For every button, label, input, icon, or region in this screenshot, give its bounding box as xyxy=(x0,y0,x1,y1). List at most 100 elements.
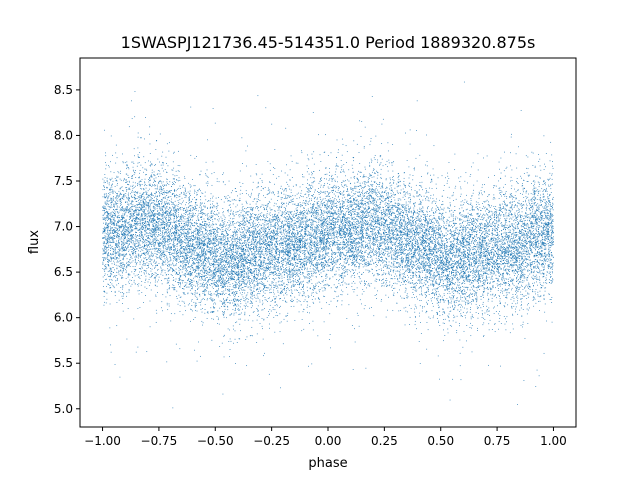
data-point xyxy=(224,230,226,231)
data-point xyxy=(232,231,234,233)
data-point xyxy=(386,160,388,162)
data-point xyxy=(109,220,111,222)
data-point xyxy=(549,215,551,217)
data-point xyxy=(206,223,208,225)
data-point xyxy=(212,250,214,252)
data-point xyxy=(354,211,355,213)
data-point xyxy=(449,325,451,326)
data-point xyxy=(380,245,381,246)
data-point xyxy=(417,298,418,300)
data-point xyxy=(334,232,336,233)
data-point xyxy=(132,181,134,183)
data-point xyxy=(325,205,327,207)
data-point xyxy=(505,248,506,250)
data-point xyxy=(492,285,494,287)
data-point xyxy=(433,274,435,276)
data-point xyxy=(436,248,438,250)
data-point xyxy=(127,184,129,185)
data-point xyxy=(207,260,209,262)
data-point xyxy=(277,221,279,223)
data-point xyxy=(347,194,348,196)
data-point xyxy=(413,168,415,170)
data-point xyxy=(543,242,544,244)
data-point xyxy=(261,227,263,229)
data-point xyxy=(155,224,157,226)
data-point xyxy=(499,263,501,265)
data-point xyxy=(515,286,516,288)
data-point xyxy=(276,254,278,256)
data-point xyxy=(448,246,450,247)
data-point xyxy=(538,236,539,237)
data-point xyxy=(169,232,170,234)
data-point xyxy=(471,232,473,234)
data-point xyxy=(128,195,129,197)
data-point xyxy=(546,187,547,189)
data-point xyxy=(354,218,356,220)
data-point xyxy=(310,198,312,200)
data-point xyxy=(197,214,199,216)
data-point xyxy=(531,276,533,278)
data-point xyxy=(537,189,539,191)
data-point xyxy=(440,301,441,303)
data-point xyxy=(481,232,483,234)
data-point xyxy=(197,233,199,235)
data-point xyxy=(429,239,431,240)
data-point xyxy=(370,249,372,251)
data-point xyxy=(243,260,244,262)
data-point xyxy=(123,232,124,234)
data-point xyxy=(134,217,136,219)
data-point xyxy=(514,275,515,277)
data-point xyxy=(301,330,303,332)
data-point xyxy=(192,269,194,271)
data-point xyxy=(526,203,527,205)
data-point xyxy=(461,216,463,218)
data-point xyxy=(222,233,224,235)
data-point xyxy=(318,229,320,231)
data-point xyxy=(315,237,317,239)
data-point xyxy=(480,222,482,224)
data-point xyxy=(246,220,248,222)
data-point xyxy=(111,227,113,229)
data-point xyxy=(399,258,401,259)
data-point xyxy=(453,220,455,221)
data-point xyxy=(408,233,410,235)
data-point xyxy=(306,273,308,275)
data-point xyxy=(347,195,348,197)
data-point xyxy=(153,238,155,240)
data-point xyxy=(401,251,403,253)
data-point xyxy=(357,261,358,263)
data-point xyxy=(529,205,531,206)
data-point xyxy=(464,253,465,255)
data-point xyxy=(308,234,310,236)
data-point xyxy=(342,240,344,242)
data-point xyxy=(116,157,118,159)
data-point xyxy=(400,274,402,276)
data-point xyxy=(123,227,125,228)
data-point xyxy=(258,288,260,290)
data-point xyxy=(108,166,110,168)
data-point xyxy=(451,249,452,251)
data-point xyxy=(223,260,225,261)
data-point xyxy=(256,206,257,207)
data-point xyxy=(533,298,534,300)
data-point xyxy=(132,230,133,232)
data-point xyxy=(169,206,170,208)
data-point xyxy=(328,224,330,226)
data-point xyxy=(501,251,503,253)
data-point xyxy=(323,258,325,259)
data-point xyxy=(549,256,551,258)
data-point xyxy=(450,237,451,238)
data-point xyxy=(455,282,456,284)
data-point xyxy=(508,278,509,280)
data-point xyxy=(315,231,317,233)
data-point xyxy=(414,256,416,258)
data-point xyxy=(357,250,359,252)
data-point xyxy=(431,259,433,261)
data-point xyxy=(160,250,161,252)
data-point xyxy=(482,231,484,233)
data-point xyxy=(123,237,125,239)
data-point xyxy=(458,304,460,305)
data-point xyxy=(117,251,118,253)
data-point xyxy=(462,231,464,233)
data-point xyxy=(302,311,304,313)
